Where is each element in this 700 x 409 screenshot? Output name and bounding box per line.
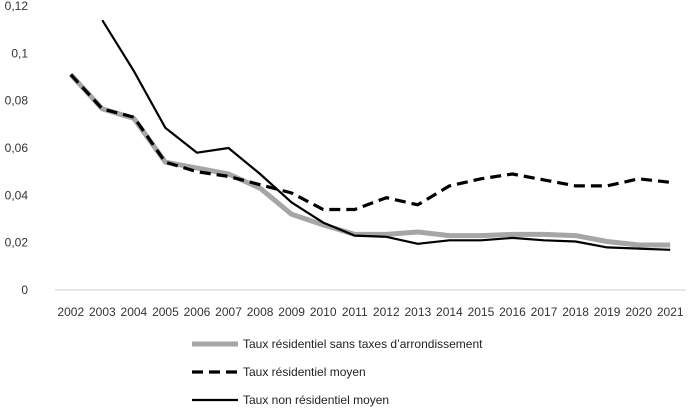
- x-tick-label: 2014: [436, 305, 463, 319]
- y-tick-label: 0: [21, 283, 28, 297]
- x-tick-label: 2016: [499, 305, 526, 319]
- legend-label-1: Taux résidentiel sans taxes d’arrondisse…: [243, 337, 483, 351]
- x-tick-label: 2012: [373, 305, 400, 319]
- series-line-3: [101, 19, 671, 251]
- x-tick-label: 2007: [215, 305, 242, 319]
- x-tick-label: 2020: [625, 305, 652, 319]
- x-tick-label: 2011: [342, 305, 368, 319]
- y-tick-label: 0,06: [5, 141, 29, 155]
- legend-label-2: Taux résidentiel moyen: [243, 365, 366, 379]
- x-tick-labels: 2002 2003 2004 2005 2006 2007 2008 2009 2010 2011…: [57, 305, 683, 319]
- x-tick-label: 2002: [57, 305, 84, 319]
- y-tick-labels: 0 0,02 0,04 0,06 0,08 0,1 0,12: [5, 0, 29, 297]
- y-tick-label: 0,04: [5, 188, 29, 202]
- x-tick-label: 2015: [468, 305, 495, 319]
- x-tick-label: 2009: [278, 305, 305, 319]
- x-tick-label: 2005: [152, 305, 179, 319]
- x-tick-label: 2010: [310, 305, 337, 319]
- x-tick-label: 2006: [184, 305, 211, 319]
- x-tick-label: 2017: [531, 305, 558, 319]
- x-tick-label: 2019: [594, 305, 621, 319]
- series-lines: [68, 19, 671, 251]
- series-line-2: [69, 73, 671, 212]
- legend: Taux résidentiel sans taxes d’arrondisse…: [192, 337, 483, 407]
- y-tick-label: 0,02: [5, 236, 29, 250]
- x-tick-label: 2021: [657, 305, 684, 319]
- y-tick-label: 0,12: [5, 0, 29, 13]
- x-tick-label: 2008: [247, 305, 274, 319]
- legend-label-3: Taux non résidentiel moyen: [243, 393, 389, 407]
- y-tick-label: 0,1: [11, 46, 28, 60]
- x-tick-label: 2018: [562, 305, 589, 319]
- x-tick-label: 2003: [89, 305, 116, 319]
- x-tick-label: 2013: [404, 305, 431, 319]
- x-tick-label: 2004: [121, 305, 148, 319]
- y-tick-label: 0,08: [5, 94, 29, 108]
- series-line-1: [68, 72, 671, 248]
